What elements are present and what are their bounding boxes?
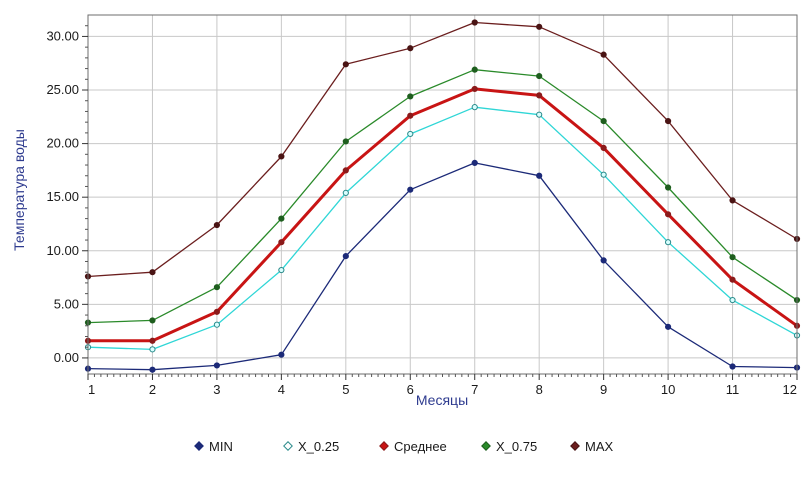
- data-point: [471, 159, 478, 166]
- legend-label: MAX: [585, 439, 614, 454]
- x-tick-label: 11: [726, 382, 740, 397]
- data-point: [149, 317, 156, 324]
- y-tick-label: 10.00: [46, 243, 79, 258]
- legend-label: X_0.75: [496, 439, 537, 454]
- legend-marker: [481, 441, 491, 451]
- data-point: [342, 253, 349, 260]
- data-point: [664, 117, 672, 125]
- data-point: [729, 197, 736, 204]
- x-tick-label: 10: [661, 382, 675, 397]
- x-tick-label: 3: [213, 382, 220, 397]
- series-line-X_0.25: [87, 106, 798, 351]
- data-point: [729, 296, 736, 304]
- data-point: [536, 111, 543, 118]
- series-line-X_0.75: [87, 69, 798, 324]
- data-point: [342, 167, 349, 174]
- data-point: [213, 321, 221, 328]
- data-point: [471, 66, 478, 73]
- x-tick-label: 6: [407, 382, 414, 397]
- data-point: [729, 363, 736, 370]
- x-axis-title: Месяцы: [416, 392, 468, 408]
- legend-marker: [194, 441, 204, 451]
- y-tick-label: 30.00: [46, 28, 79, 43]
- data-point: [149, 337, 156, 344]
- data-point: [536, 92, 543, 99]
- data-point: [471, 19, 478, 26]
- data-point: [729, 254, 736, 261]
- series-line-Среднее: [88, 87, 798, 343]
- y-tick-label: 25.00: [46, 82, 79, 97]
- legend-marker: [379, 441, 389, 451]
- data-point: [536, 72, 543, 80]
- x-tick-label: 12: [783, 382, 797, 397]
- data-point: [407, 112, 414, 119]
- legend: MIN X_0.25 Среднее X_0.75 MAX: [194, 439, 614, 454]
- data-point: [342, 189, 349, 196]
- data-point: [278, 215, 285, 222]
- data-point: [278, 153, 285, 160]
- y-tick-label: 5.00: [54, 296, 79, 311]
- legend-marker: [570, 441, 580, 451]
- data-point: [600, 257, 607, 264]
- data-point: [149, 366, 156, 373]
- x-tick-label: 8: [536, 382, 543, 397]
- legend-label: MIN: [209, 439, 233, 454]
- data-point: [213, 284, 221, 291]
- data-point: [664, 239, 672, 246]
- data-point: [213, 362, 221, 369]
- data-point: [342, 138, 349, 145]
- data-point: [342, 61, 349, 68]
- data-point: [664, 323, 672, 330]
- x-tick-label: 4: [278, 382, 285, 397]
- y-tick-label: 0.00: [54, 350, 79, 365]
- series-lines: [84, 19, 801, 373]
- x-tick-label: 5: [342, 382, 349, 397]
- data-point: [600, 144, 607, 151]
- x-tick-label: 1: [88, 382, 95, 397]
- data-point: [536, 172, 543, 179]
- legend-label: Среднее: [394, 439, 447, 454]
- data-point: [278, 239, 285, 246]
- data-point: [278, 351, 285, 358]
- y-axis-title: Температура воды: [11, 129, 27, 251]
- legend-label: X_0.25: [298, 439, 339, 454]
- legend-marker: [283, 441, 293, 451]
- data-point: [213, 221, 221, 229]
- data-point: [664, 211, 672, 218]
- data-point: [664, 184, 672, 191]
- data-point: [213, 308, 221, 315]
- data-point: [407, 93, 414, 100]
- series-line-MAX: [87, 21, 798, 278]
- data-point: [278, 266, 285, 274]
- data-point: [149, 269, 156, 276]
- data-point: [536, 23, 543, 30]
- data-point: [407, 45, 414, 52]
- x-tick-label: 2: [149, 382, 156, 397]
- data-point: [471, 104, 478, 111]
- data-point: [149, 346, 156, 353]
- y-tick-label: 15.00: [46, 189, 79, 204]
- grid: [88, 15, 797, 374]
- data-point: [729, 276, 736, 283]
- plot-frame: [87, 14, 798, 375]
- series-line-MIN: [87, 162, 798, 371]
- data-point: [407, 130, 414, 138]
- data-point: [600, 117, 607, 125]
- y-tick-label: 20.00: [46, 136, 79, 151]
- data-point: [407, 186, 414, 193]
- data-point: [600, 171, 607, 178]
- data-point: [471, 85, 478, 93]
- x-tick-label: 7: [471, 382, 478, 397]
- data-point: [600, 51, 607, 58]
- x-tick-label: 9: [600, 382, 607, 397]
